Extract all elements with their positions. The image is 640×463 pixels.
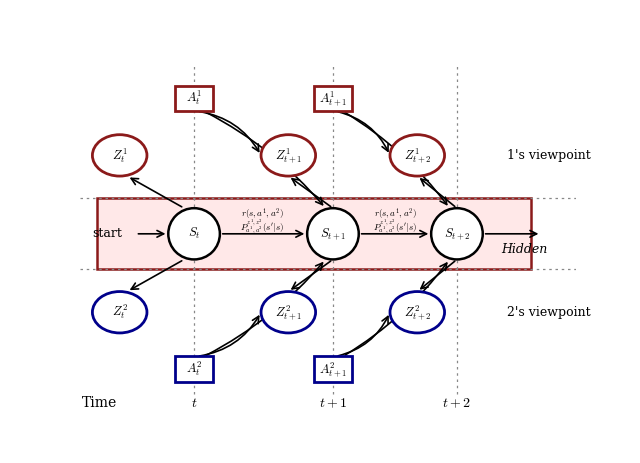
Text: $P^{z^1,z^2}_{a^1,a^2}(s^{\prime}|s)$: $P^{z^1,z^2}_{a^1,a^2}(s^{\prime}|s)$ bbox=[373, 218, 417, 236]
Ellipse shape bbox=[92, 135, 147, 176]
Text: $r(s,a^1,a^2)$: $r(s,a^1,a^2)$ bbox=[374, 206, 417, 222]
FancyBboxPatch shape bbox=[175, 86, 212, 111]
FancyBboxPatch shape bbox=[97, 198, 531, 269]
FancyBboxPatch shape bbox=[175, 357, 212, 382]
Text: start: start bbox=[92, 227, 122, 240]
Text: $A_t^1$: $A_t^1$ bbox=[186, 89, 202, 107]
Ellipse shape bbox=[431, 208, 483, 259]
Text: $A_{t+1}^1$: $A_{t+1}^1$ bbox=[319, 89, 347, 108]
Text: $Z_{t+2}^2$: $Z_{t+2}^2$ bbox=[404, 303, 431, 322]
Text: 1's viewpoint: 1's viewpoint bbox=[507, 149, 591, 162]
Text: $t$: $t$ bbox=[191, 396, 197, 410]
Text: Time: Time bbox=[82, 396, 118, 410]
Text: 2's viewpoint: 2's viewpoint bbox=[507, 306, 591, 319]
Text: $P^{z^1,z^2}_{a^1,a^2}(s^{\prime}|s)$: $P^{z^1,z^2}_{a^1,a^2}(s^{\prime}|s)$ bbox=[241, 218, 285, 236]
Text: $Z_{t+2}^1$: $Z_{t+2}^1$ bbox=[404, 146, 431, 165]
Text: $t+1$: $t+1$ bbox=[319, 396, 348, 410]
Text: $t+2$: $t+2$ bbox=[442, 396, 472, 410]
Ellipse shape bbox=[307, 208, 359, 259]
FancyBboxPatch shape bbox=[314, 86, 351, 111]
Ellipse shape bbox=[261, 135, 316, 176]
Text: $S_{t+1}$: $S_{t+1}$ bbox=[320, 226, 346, 242]
Text: $S_t$: $S_t$ bbox=[188, 226, 200, 241]
Ellipse shape bbox=[168, 208, 220, 259]
Text: Hidden: Hidden bbox=[500, 244, 547, 257]
Text: $S_{t+2}$: $S_{t+2}$ bbox=[444, 226, 470, 242]
FancyBboxPatch shape bbox=[314, 357, 351, 382]
Text: $Z_{t+1}^2$: $Z_{t+1}^2$ bbox=[275, 303, 302, 322]
Text: $Z_{t+1}^1$: $Z_{t+1}^1$ bbox=[275, 146, 302, 165]
Text: $Z_t^2$: $Z_t^2$ bbox=[112, 303, 127, 321]
Text: $r(s,a^1,a^2)$: $r(s,a^1,a^2)$ bbox=[241, 206, 284, 222]
Text: $Z_t^1$: $Z_t^1$ bbox=[112, 146, 127, 164]
Ellipse shape bbox=[261, 292, 316, 333]
Ellipse shape bbox=[390, 135, 445, 176]
Ellipse shape bbox=[92, 292, 147, 333]
Text: $A_t^2$: $A_t^2$ bbox=[186, 360, 202, 378]
Ellipse shape bbox=[390, 292, 445, 333]
Text: $A_{t+1}^2$: $A_{t+1}^2$ bbox=[319, 360, 347, 379]
